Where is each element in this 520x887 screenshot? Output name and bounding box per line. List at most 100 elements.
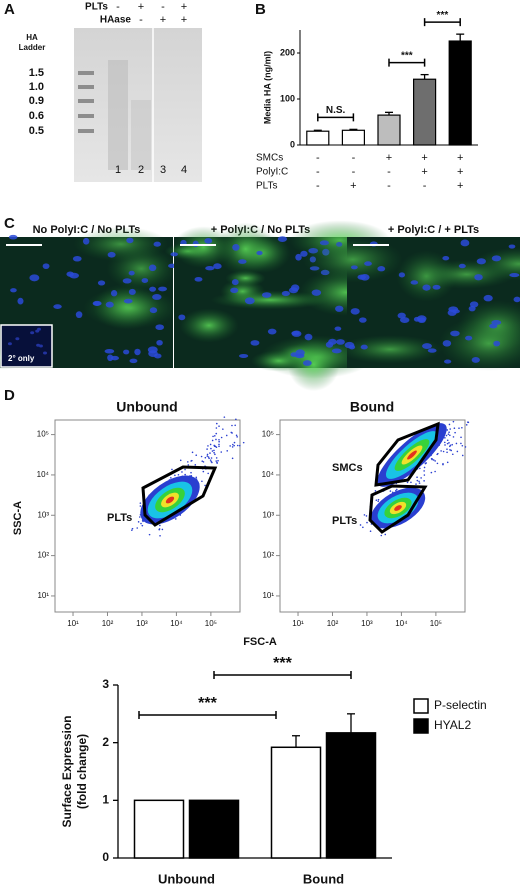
nucleus xyxy=(277,236,288,242)
gel-smear xyxy=(131,100,151,170)
event xyxy=(141,524,144,527)
nucleus xyxy=(35,329,40,333)
event xyxy=(215,438,217,441)
y-tick-label: 1 xyxy=(102,793,109,807)
nucleus xyxy=(493,340,501,347)
nucleus xyxy=(82,237,90,245)
event xyxy=(442,450,445,453)
event-density xyxy=(407,450,417,460)
nucleus xyxy=(53,304,62,309)
event xyxy=(184,473,186,476)
y-tick-label: 10⁵ xyxy=(37,430,49,439)
sig-label: *** xyxy=(198,695,217,712)
nucleus xyxy=(213,263,222,270)
event xyxy=(214,435,216,437)
y-tick-label: 10¹ xyxy=(262,591,274,600)
nucleus xyxy=(107,251,116,258)
condition-sign: + xyxy=(181,14,187,26)
ladder-title: Ladder xyxy=(19,43,46,52)
event xyxy=(215,432,218,435)
event xyxy=(218,443,220,446)
condition-sign: - xyxy=(116,1,120,13)
fluorescence xyxy=(337,334,443,364)
event xyxy=(384,533,387,536)
nucleus xyxy=(126,237,134,244)
x-tick-label: 10⁵ xyxy=(205,619,217,628)
fluorescence xyxy=(302,236,403,283)
event xyxy=(418,480,420,483)
lane-label: 3 xyxy=(160,164,166,176)
nucleus xyxy=(422,284,431,291)
event xyxy=(440,450,442,452)
condition-sign: - xyxy=(161,1,165,13)
nucleus xyxy=(491,320,502,325)
event xyxy=(460,442,462,445)
nucleus xyxy=(295,253,302,261)
event xyxy=(213,445,216,448)
nucleus xyxy=(105,301,114,308)
nucleus xyxy=(17,297,24,305)
nucleus xyxy=(123,298,133,304)
event xyxy=(363,514,366,516)
condition-sign: - xyxy=(316,180,320,192)
event xyxy=(181,471,183,473)
event xyxy=(449,428,451,430)
event xyxy=(231,457,234,460)
event xyxy=(220,436,223,439)
condition-sign: - xyxy=(316,166,320,178)
fluorescence xyxy=(418,259,516,289)
nucleus xyxy=(29,274,40,282)
nucleus xyxy=(155,324,164,331)
gate-label: PLTs xyxy=(332,515,357,527)
event xyxy=(209,443,212,446)
bar xyxy=(133,799,185,859)
event xyxy=(223,416,226,418)
bar xyxy=(413,78,437,146)
sig-label: *** xyxy=(401,50,413,61)
nucleus xyxy=(149,307,158,314)
event xyxy=(138,516,141,518)
nucleus xyxy=(295,353,305,359)
nucleus xyxy=(256,250,263,256)
y-tick-label: 0 xyxy=(102,850,109,864)
gate-label: PLTs xyxy=(107,512,132,524)
event xyxy=(423,480,425,482)
event xyxy=(465,424,468,426)
condition-sign: - xyxy=(387,180,391,192)
ladder-label: 0.5 xyxy=(29,125,44,137)
event xyxy=(207,445,209,447)
event xyxy=(453,427,456,429)
nucleus xyxy=(148,264,157,272)
condition-sign: + xyxy=(386,152,392,164)
event xyxy=(236,444,239,447)
x-tick-label: 10¹ xyxy=(67,619,79,628)
condition-sign: + xyxy=(421,166,427,178)
bar xyxy=(377,114,401,146)
event xyxy=(158,528,161,530)
nucleus xyxy=(444,359,452,364)
x-tick-label: Unbound xyxy=(158,871,215,886)
event xyxy=(446,442,449,445)
nucleus xyxy=(30,331,35,335)
y-axis-label: (fold change) xyxy=(75,734,89,809)
event xyxy=(215,460,217,462)
nucleus xyxy=(359,317,367,323)
event xyxy=(232,443,234,446)
event xyxy=(137,521,140,523)
event xyxy=(211,439,214,442)
event xyxy=(456,450,459,453)
nucleus xyxy=(156,340,163,346)
event xyxy=(187,464,190,466)
nucleus xyxy=(290,284,300,292)
flow-title: Bound xyxy=(350,399,394,415)
nucleus xyxy=(122,278,132,284)
event xyxy=(209,452,211,454)
event xyxy=(220,451,223,453)
gate xyxy=(374,421,440,487)
condition-name: PLTs xyxy=(85,2,108,13)
nucleus xyxy=(311,289,322,296)
event xyxy=(218,438,220,441)
event xyxy=(416,479,419,482)
event xyxy=(238,444,241,447)
